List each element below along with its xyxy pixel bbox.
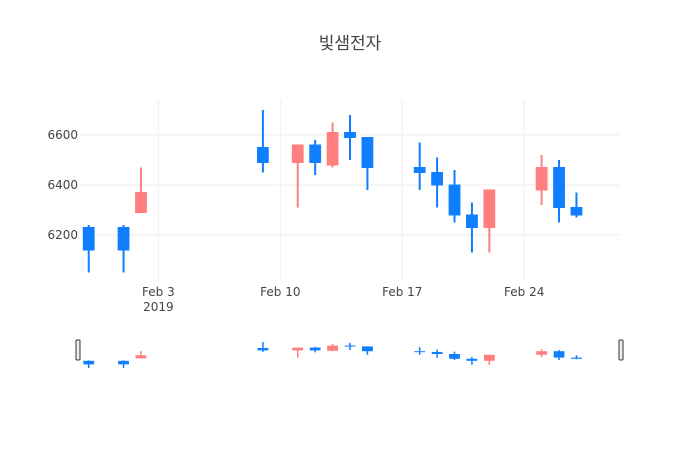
candle[interactable] (291, 144, 304, 208)
slider-candle (309, 346, 321, 353)
candle[interactable] (553, 160, 565, 223)
candle[interactable] (309, 140, 322, 175)
candle[interactable] (570, 192, 583, 218)
candle[interactable] (431, 157, 443, 208)
candle[interactable] (535, 155, 548, 205)
slider-candle (466, 356, 478, 365)
slider-candle (292, 347, 304, 358)
candles (82, 110, 583, 273)
candle[interactable] (117, 225, 130, 273)
candle-body (535, 167, 548, 191)
candle-body (326, 132, 339, 166)
slider-candle-body (414, 351, 426, 353)
candle[interactable] (466, 202, 478, 253)
slider-candle-body (466, 358, 478, 361)
candle-body (344, 132, 356, 138)
candle-body (448, 184, 461, 216)
slider-candle-body (257, 348, 269, 351)
slider-candle-body (483, 354, 495, 361)
x-tick-label: Feb 10 (260, 285, 300, 299)
slider-candle-body (362, 346, 373, 352)
slider-candle-body (344, 345, 356, 347)
slider-candle-body (309, 347, 321, 351)
slider-candle-body (292, 347, 304, 351)
candle-body (413, 167, 426, 173)
y-tick-label: 6600 (47, 128, 78, 142)
candle-body (553, 167, 565, 208)
candle[interactable] (483, 189, 496, 253)
slider-candle (135, 351, 147, 359)
candle-body (361, 137, 374, 168)
slider-candle-body (571, 357, 582, 359)
slider-candle (553, 350, 565, 360)
chart-title: 빛샘전자 (319, 34, 382, 54)
candle-body (291, 144, 304, 163)
slider-candle-body (449, 354, 460, 359)
range-slider-left-handle[interactable] (75, 339, 81, 361)
slider-candle-body (135, 355, 147, 359)
slider-candle-body (553, 351, 565, 358)
candle-body (570, 207, 583, 216)
candle-body (309, 144, 322, 163)
slider-candle (483, 354, 495, 365)
candle[interactable] (413, 142, 426, 191)
slider-candle (327, 344, 338, 352)
y-tick-label: 6400 (47, 178, 78, 192)
slider-candle (571, 355, 582, 360)
x-tick-label: Feb 24 (504, 285, 544, 299)
candle-body (82, 227, 95, 251)
slider-candle (536, 349, 548, 358)
x-tick-label: Feb 3 (142, 285, 175, 299)
slider-candle (362, 346, 373, 355)
slider-candle-body (327, 345, 338, 351)
candle[interactable] (361, 137, 374, 191)
candle[interactable] (135, 167, 147, 213)
candle-body (117, 227, 130, 251)
y-tick-label: 6200 (47, 228, 78, 242)
slider-candle (257, 342, 269, 352)
slider-candle (118, 360, 129, 368)
candle-body (135, 192, 147, 213)
candle-body (466, 214, 478, 228)
slider-candle-body (431, 352, 443, 354)
range-slider[interactable] (75, 339, 624, 368)
slider-candle (414, 347, 426, 355)
range-slider-right-handle[interactable] (618, 339, 624, 361)
candle-body (483, 189, 496, 228)
slider-candle-body (118, 360, 129, 365)
candle[interactable] (344, 115, 356, 160)
slider-candle (83, 360, 95, 368)
candle-body (257, 147, 269, 163)
slider-candle (449, 351, 460, 360)
slider-candle (344, 342, 356, 350)
candle[interactable] (257, 110, 269, 173)
x-tick-year-label: 2019 (143, 300, 174, 314)
candle[interactable] (326, 122, 339, 168)
candle[interactable] (448, 170, 461, 223)
y-axis: 6200 6400 6600 (47, 128, 78, 242)
x-tick-label: Feb 17 (382, 285, 422, 299)
slider-candle (431, 349, 443, 358)
candle-body (431, 172, 443, 186)
candle[interactable] (82, 225, 95, 273)
slider-candle-body (536, 351, 548, 355)
slider-candle-body (83, 360, 95, 365)
